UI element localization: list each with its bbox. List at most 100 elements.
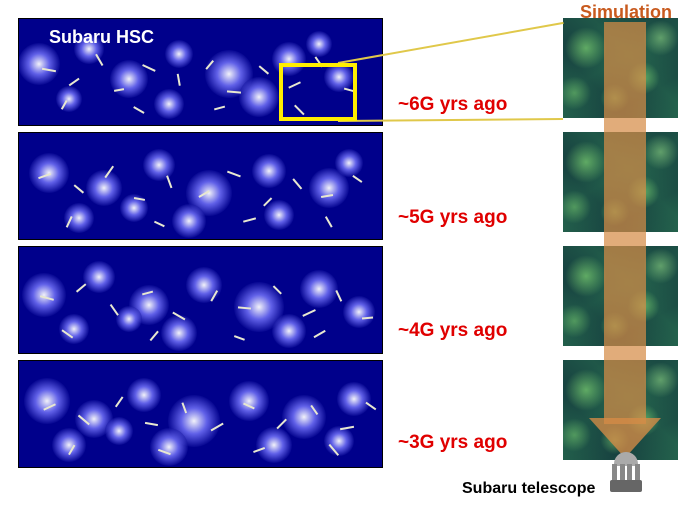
shear-tick bbox=[211, 423, 224, 431]
mass-blob bbox=[59, 314, 89, 344]
shear-tick bbox=[133, 197, 144, 200]
mass-blob bbox=[52, 428, 86, 462]
shear-tick bbox=[42, 68, 56, 72]
mass-blob bbox=[264, 200, 294, 230]
shear-tick bbox=[43, 403, 55, 410]
shear-tick bbox=[273, 285, 282, 294]
shear-tick bbox=[69, 78, 80, 86]
mass-blob bbox=[205, 50, 253, 98]
shear-tick bbox=[61, 100, 67, 109]
shear-tick bbox=[366, 402, 377, 410]
mass-blob bbox=[256, 427, 292, 463]
mass-blob bbox=[105, 417, 133, 445]
epoch-label-1: ~5G yrs ago bbox=[398, 207, 507, 229]
mass-blob bbox=[116, 306, 142, 332]
shear-tick bbox=[142, 64, 155, 71]
figure-root: Subaru HSC ~6G yrs ago ~5G yrs ago ~4G y… bbox=[0, 0, 700, 509]
obs-panel-epoch-3 bbox=[18, 360, 383, 468]
mass-blob bbox=[186, 267, 222, 303]
mass-blob bbox=[300, 270, 338, 308]
shear-tick bbox=[154, 221, 165, 227]
shear-tick bbox=[213, 106, 224, 110]
shear-tick bbox=[144, 422, 157, 426]
mass-blob bbox=[252, 154, 286, 188]
time-arrow-shaft bbox=[604, 22, 646, 424]
mass-blob bbox=[75, 400, 113, 438]
simulation-title: Simulation bbox=[580, 2, 672, 23]
mass-blob bbox=[83, 261, 115, 293]
shear-tick bbox=[253, 447, 265, 453]
mass-blob bbox=[234, 282, 284, 332]
shear-tick bbox=[205, 60, 213, 69]
mass-blob bbox=[165, 40, 193, 68]
shear-tick bbox=[263, 197, 272, 206]
mass-blob bbox=[282, 395, 326, 439]
telescope-label: Subaru telescope bbox=[462, 480, 595, 498]
mass-blob bbox=[186, 170, 232, 216]
shear-tick bbox=[310, 405, 318, 415]
shear-tick bbox=[237, 306, 250, 309]
shear-tick bbox=[302, 309, 315, 316]
mass-blob bbox=[110, 60, 148, 98]
mass-blob bbox=[239, 77, 279, 117]
mass-blob bbox=[143, 149, 175, 181]
observation-column: Subaru HSC bbox=[18, 18, 383, 474]
shear-tick bbox=[141, 291, 152, 295]
shear-tick bbox=[95, 54, 103, 66]
mass-blob bbox=[22, 273, 66, 317]
shear-tick bbox=[68, 445, 75, 455]
mass-blob bbox=[64, 203, 94, 233]
shear-tick bbox=[227, 171, 241, 177]
shear-tick bbox=[313, 330, 325, 338]
shear-tick bbox=[259, 65, 269, 74]
mass-blob bbox=[86, 170, 122, 206]
mass-blob bbox=[306, 31, 332, 57]
mass-blob bbox=[309, 168, 349, 208]
shear-tick bbox=[40, 295, 54, 300]
mass-blob bbox=[18, 43, 60, 85]
mass-blob bbox=[168, 395, 220, 447]
mass-blob bbox=[29, 153, 69, 193]
shear-tick bbox=[61, 329, 73, 338]
shear-tick bbox=[66, 216, 72, 228]
telescope-base bbox=[610, 480, 642, 492]
obs-panel-epoch-0: Subaru HSC bbox=[18, 18, 383, 126]
shear-tick bbox=[158, 449, 171, 455]
shear-tick bbox=[352, 175, 362, 183]
shear-tick bbox=[276, 419, 286, 429]
shear-tick bbox=[336, 290, 342, 302]
shear-tick bbox=[321, 194, 333, 198]
subaru-telescope-icon bbox=[606, 452, 646, 492]
shear-tick bbox=[166, 175, 172, 188]
mass-blob bbox=[335, 149, 363, 177]
mass-blob bbox=[337, 382, 371, 416]
shear-tick bbox=[133, 106, 144, 113]
mass-blob bbox=[272, 314, 306, 348]
epoch-label-0: ~6G yrs ago bbox=[398, 94, 507, 116]
obs-panel-epoch-1 bbox=[18, 132, 383, 240]
mass-blob bbox=[24, 378, 70, 424]
shear-tick bbox=[329, 444, 339, 456]
shear-tick bbox=[325, 216, 332, 227]
shear-tick bbox=[340, 426, 354, 430]
mass-blob bbox=[229, 381, 269, 421]
shear-tick bbox=[227, 90, 241, 93]
shear-tick bbox=[115, 396, 123, 407]
obs-panel-epoch-2 bbox=[18, 246, 383, 354]
shear-tick bbox=[243, 217, 256, 222]
shear-tick bbox=[210, 290, 217, 301]
shear-tick bbox=[104, 166, 113, 178]
shear-tick bbox=[234, 335, 245, 340]
highlight-region bbox=[279, 63, 357, 121]
shear-tick bbox=[243, 403, 255, 409]
mass-blob bbox=[129, 285, 169, 325]
shear-tick bbox=[76, 283, 86, 292]
mass-blob bbox=[161, 315, 197, 351]
shear-tick bbox=[181, 402, 186, 413]
shear-tick bbox=[110, 304, 119, 316]
shear-tick bbox=[114, 88, 124, 91]
mass-blob bbox=[343, 296, 375, 328]
mass-blob bbox=[150, 428, 188, 466]
mass-blob bbox=[127, 378, 161, 412]
shear-tick bbox=[78, 415, 90, 425]
